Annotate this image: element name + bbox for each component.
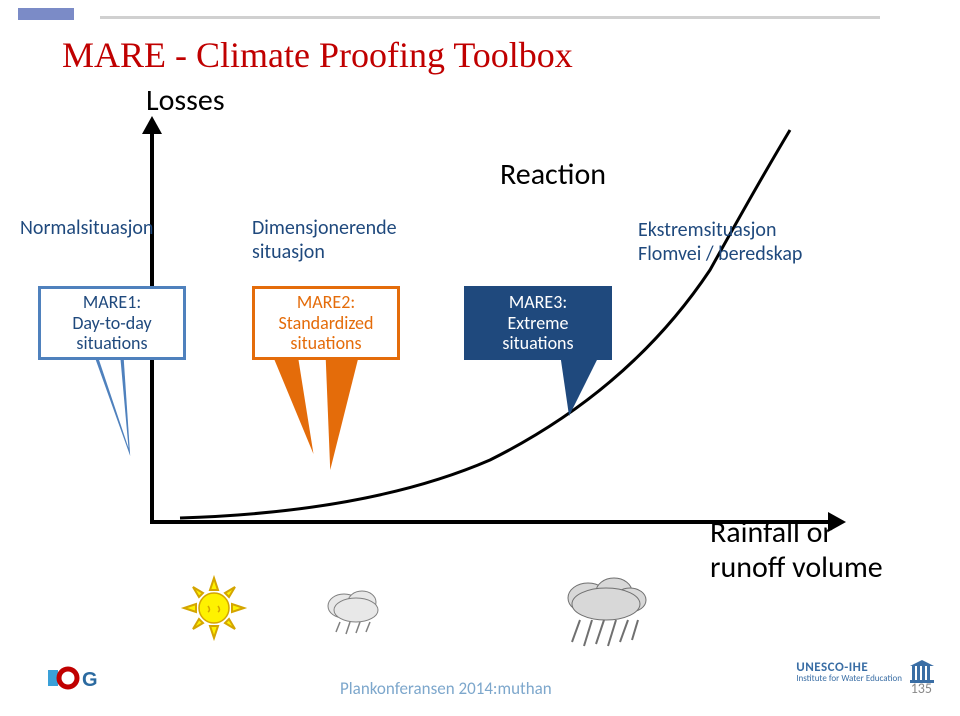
heavy-rain-cloud-icon bbox=[552, 572, 662, 654]
dimensioning-situation-label: Dimensjonerendesituasjon bbox=[252, 216, 397, 264]
purple-accent bbox=[18, 8, 74, 20]
light-rain-cloud-icon bbox=[316, 584, 396, 640]
mare1-box: MARE1:Day-to-daysituations bbox=[38, 286, 186, 360]
unesco-temple-icon bbox=[908, 658, 936, 686]
trg-logo: G bbox=[46, 660, 132, 696]
slide-title: MARE - Climate Proofing Toolbox bbox=[62, 34, 573, 76]
normal-situation-label: Normalsituasjon bbox=[20, 216, 153, 240]
svg-text:G: G bbox=[82, 669, 98, 691]
unesco-ihe-logo: UNESCO-IHE Institute for Water Education bbox=[796, 658, 936, 686]
mare2-box: MARE2:Standardizedsituations bbox=[252, 286, 400, 360]
mare3-box: MARE3:Extremesituations bbox=[464, 286, 612, 360]
callout-tail-1 bbox=[96, 360, 144, 456]
gray-rule bbox=[100, 16, 880, 19]
top-bar bbox=[0, 0, 960, 24]
extreme-situation-label: EkstremsituasjonFlomvei / beredskap bbox=[638, 218, 802, 266]
sun-icon bbox=[178, 572, 250, 644]
y-axis-label: Losses bbox=[146, 82, 225, 119]
footer-text: Plankonferansen 2014:muthan bbox=[340, 678, 552, 699]
unesco-text: UNESCO-IHE Institute for Water Education bbox=[796, 661, 902, 683]
